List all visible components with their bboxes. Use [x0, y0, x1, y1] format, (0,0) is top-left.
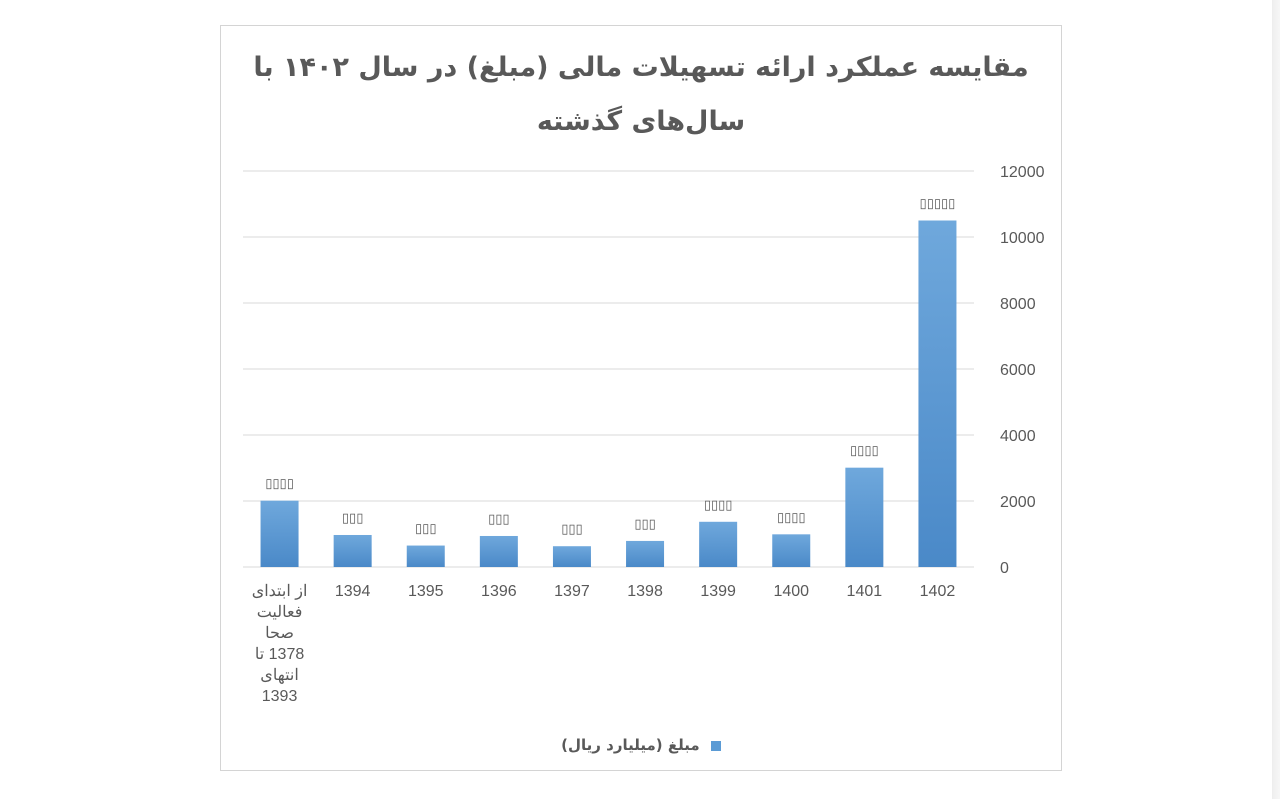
- data-label: ▯▯▯: [488, 512, 509, 527]
- window-edge: [1272, 0, 1280, 799]
- chart-title-line-2: سال‌های گذشته: [536, 106, 746, 137]
- x-tick-label: 1395: [407, 583, 444, 600]
- x-tick-label: 1396: [481, 583, 517, 600]
- bar[interactable]: [626, 540, 665, 567]
- chart-title-line-1: مقایسه عملکرد ارائه تسهیلات مالی (مبلغ) …: [253, 52, 1029, 83]
- x-tick-label: از ابتدای فعالیت صحا 1378 تا انتهای 1393: [251, 583, 308, 705]
- x-tick-label: 1401: [846, 583, 883, 600]
- bar[interactable]: [260, 500, 299, 567]
- y-tick-label: 0: [1000, 560, 1009, 577]
- data-label: ▯▯▯: [634, 517, 655, 532]
- legend-swatch: [710, 740, 721, 751]
- data-label: ▯▯▯▯: [777, 510, 806, 525]
- bar[interactable]: [479, 535, 518, 567]
- x-tick-label: 1399: [700, 583, 736, 600]
- x-tick-label: 1402: [919, 583, 956, 600]
- chart-frame: مقایسه عملکرد ارائه تسهیلات مالی (مبلغ) …: [220, 25, 1062, 771]
- x-tick-label: 1394: [334, 583, 371, 600]
- data-label: ▯▯▯▯▯: [920, 197, 956, 212]
- data-label: ▯▯▯▯: [704, 498, 733, 513]
- y-tick-label: 6000: [1000, 362, 1036, 379]
- y-tick-label: 2000: [1000, 494, 1036, 511]
- data-label: ▯▯▯▯: [850, 444, 879, 459]
- data-label: ▯▯▯: [342, 511, 363, 526]
- bar[interactable]: [845, 467, 884, 567]
- x-tick-label: 1397: [554, 583, 590, 600]
- y-tick-label: 12000: [1000, 164, 1045, 181]
- bar[interactable]: [918, 220, 957, 568]
- bar[interactable]: [699, 521, 738, 567]
- y-tick-label: 4000: [1000, 428, 1036, 445]
- bar[interactable]: [772, 534, 811, 567]
- data-label: ▯▯▯: [561, 522, 582, 537]
- x-tick-label: 1400: [773, 583, 810, 600]
- data-label: ▯▯▯: [415, 522, 436, 537]
- bar[interactable]: [552, 546, 591, 567]
- chart-plot: 020004000600080001000012000▯▯▯▯▯▯▯▯▯▯▯▯▯…: [243, 164, 1045, 577]
- y-tick-label: 10000: [1000, 230, 1045, 247]
- x-tick-label: 1398: [627, 583, 663, 600]
- chart-legend[interactable]: مبلغ (میلیارد ریال): [221, 736, 1061, 754]
- data-label: ▯▯▯▯: [265, 477, 294, 492]
- bar[interactable]: [333, 534, 372, 567]
- legend-label: مبلغ (میلیارد ریال): [561, 736, 700, 754]
- bar[interactable]: [406, 545, 445, 567]
- y-tick-label: 8000: [1000, 296, 1036, 313]
